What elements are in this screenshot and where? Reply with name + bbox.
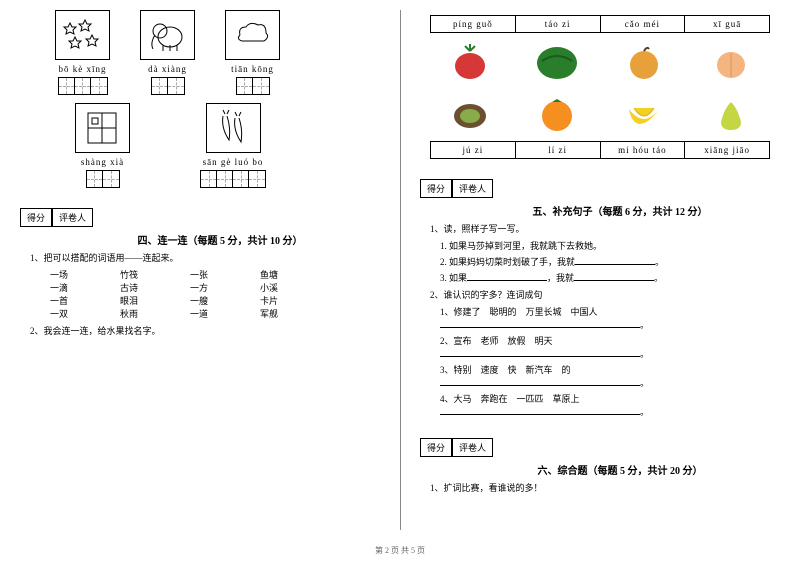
carrot-icon <box>206 103 261 153</box>
score-box-5: 得分 评卷人 <box>420 179 780 198</box>
apple-icon <box>611 38 676 83</box>
section-5-title: 五、补充句子（每题 6 分，共计 12 分） <box>460 203 780 218</box>
picture-item-carrot: sān gè luó bo <box>200 103 266 188</box>
watermelon-icon <box>524 38 589 83</box>
left-page: bō kè xīng dà xiàng tiān kōng <box>0 0 400 540</box>
grader-label: 评卷人 <box>52 208 93 227</box>
s5-q1: 1、读，照样子写一写。 <box>430 222 780 235</box>
s5-q1-1: 1. 如果马莎掉到河里，我就跳下去救她。 <box>440 239 780 252</box>
picture-item-cloud: tiān kōng <box>225 10 280 95</box>
strawberry-icon <box>437 38 502 83</box>
char-grid-elephant[interactable] <box>151 77 185 95</box>
elephant-icon <box>140 10 195 60</box>
pear-icon <box>698 91 763 136</box>
window-icon <box>75 103 130 153</box>
q2-text: 2、我会连一连，给水果找名字。 <box>30 324 380 337</box>
section-4-title: 四、连一连（每题 5 分，共计 10 分） <box>60 232 380 247</box>
char-grid-cloud[interactable] <box>236 77 270 95</box>
picture-item-window: shàng xià <box>75 103 130 188</box>
word-pairs: 一场竹筏一张鱼塘 一滴古诗一方小溪 一首眼泪一艘卡片 一双秋雨一道军舰 <box>20 268 380 320</box>
q1-text: 1、把可以搭配的词语用——连起来。 <box>30 251 380 264</box>
s5-q1-2: 2. 如果妈妈切菜时划破了手，我就。 <box>440 255 780 268</box>
score-box-6: 得分 评卷人 <box>420 438 780 457</box>
fruit-labels-top: píng guǒ táo zi cǎo méi xī guā <box>430 15 770 33</box>
pinyin-stars: bō kè xīng <box>59 64 107 74</box>
s5-q2-3: 3、特别 速度 快 新汽车 的。 <box>440 363 780 389</box>
right-page: píng guǒ táo zi cǎo méi xī guā jú zi lí … <box>400 0 800 540</box>
char-grid-stars[interactable] <box>58 77 108 95</box>
s5-q2: 2、谁认识的字多？连词成句 <box>430 288 780 301</box>
s5-q2-1: 1、修建了 聪明的 万里长城 中国人。 <box>440 305 780 331</box>
char-grid-window[interactable] <box>86 170 120 188</box>
page-footer: 第 2 页 共 5 页 <box>0 540 800 556</box>
fruit-grid <box>430 38 770 136</box>
picture-item-elephant: dà xiàng <box>140 10 195 95</box>
pinyin-cloud: tiān kōng <box>231 64 274 74</box>
pinyin-carrot: sān gè luó bo <box>203 157 264 167</box>
s5-q1-3: 3. 如果，我就。 <box>440 271 780 284</box>
picture-row-1: bō kè xīng dà xiàng tiān kōng <box>55 10 380 95</box>
score-label: 得分 <box>20 208 52 227</box>
stars-icon <box>55 10 110 60</box>
s5-q2-2: 2、宣布 老师 放假 明天。 <box>440 334 780 360</box>
picture-item-stars: bō kè xīng <box>55 10 110 95</box>
section-6-title: 六、综合题（每题 5 分，共计 20 分） <box>460 462 780 477</box>
peach-icon <box>698 38 763 83</box>
kiwi-icon <box>437 91 502 136</box>
pinyin-window: shàng xià <box>81 157 124 167</box>
score-box-4: 得分 评卷人 <box>20 208 380 227</box>
s6-q1: 1、扩词比赛，看谁说的多！ <box>430 481 780 494</box>
fruit-labels-bottom: jú zi lí zi mí hóu táo xiāng jiāo <box>430 141 770 159</box>
s5-q2-4: 4、大马 奔跑在 一匹匹 草原上。 <box>440 392 780 418</box>
char-grid-carrot[interactable] <box>200 170 266 188</box>
orange-icon <box>524 91 589 136</box>
pinyin-elephant: dà xiàng <box>148 64 187 74</box>
cloud-icon <box>225 10 280 60</box>
picture-row-2: shàng xià sān gè luó bo <box>75 103 380 188</box>
banana-icon <box>611 91 676 136</box>
